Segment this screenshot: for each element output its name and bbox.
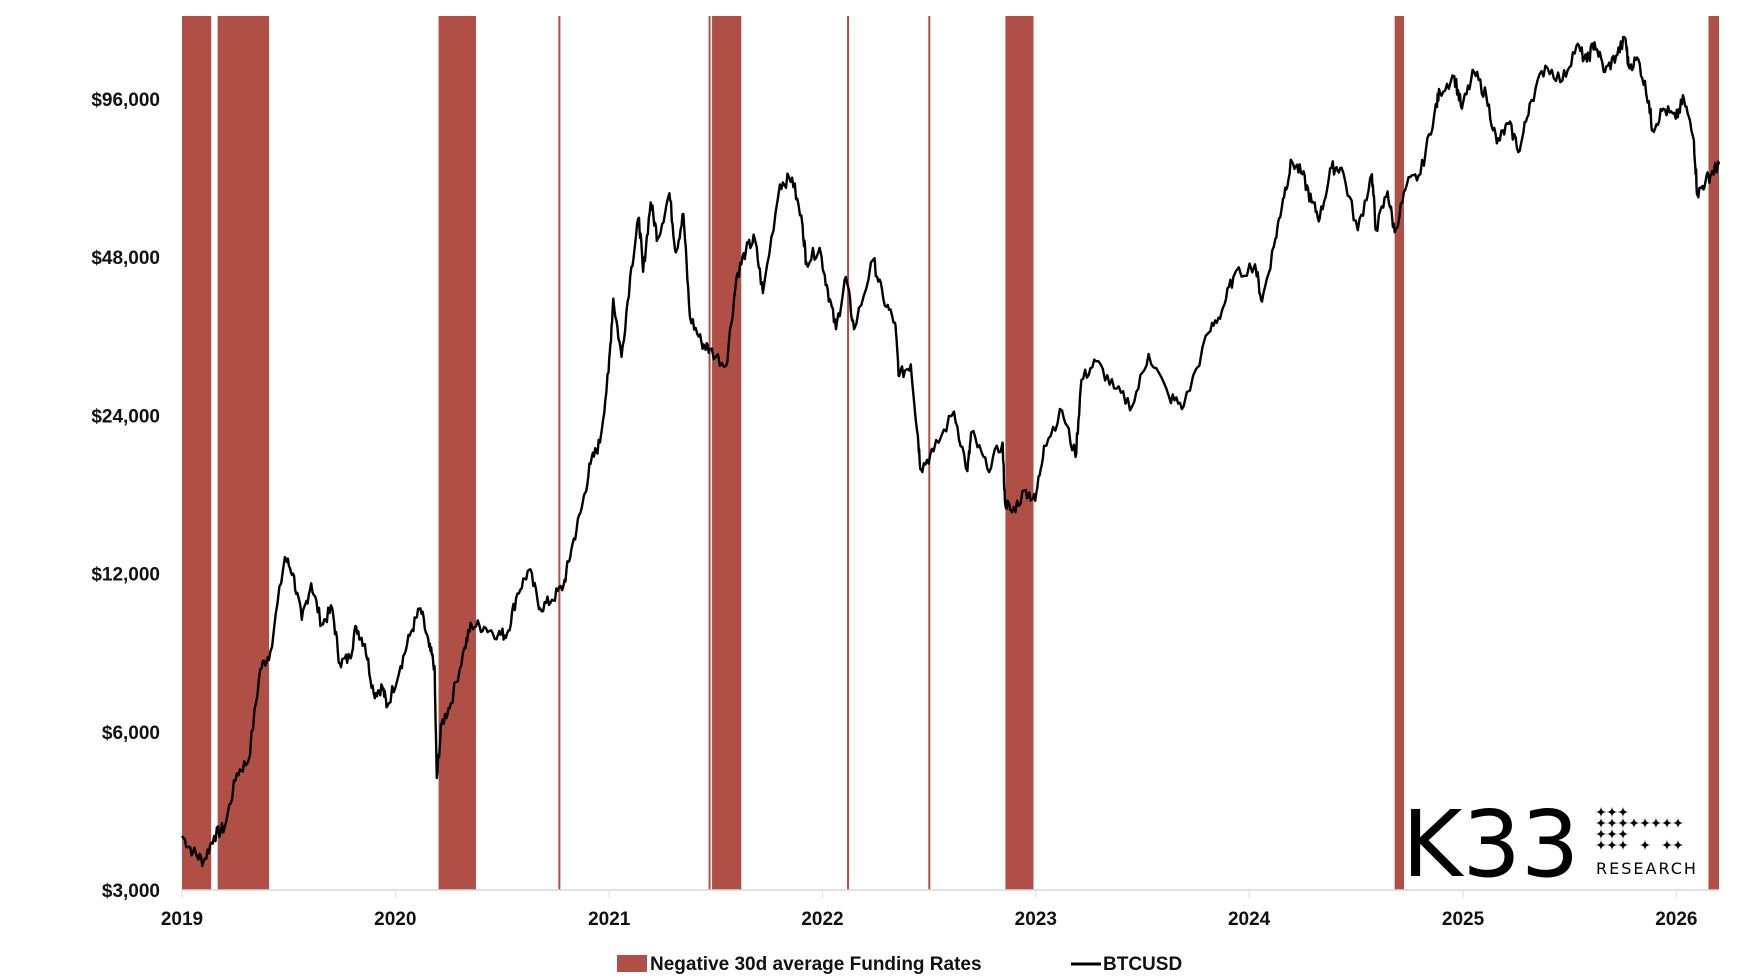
logo-star (1595, 828, 1607, 840)
logo-text: K33 (1402, 791, 1579, 898)
logo-star (1606, 828, 1618, 840)
logo-star (1617, 828, 1629, 840)
funding-bands (182, 16, 1719, 890)
band-8 (1005, 16, 1034, 890)
band-1 (217, 16, 270, 890)
logo-star (1595, 839, 1607, 851)
logo-star (1661, 839, 1673, 851)
logo-star (1639, 839, 1651, 851)
legend: Negative 30d average Funding Rates BTCUS… (617, 954, 1182, 975)
band-6 (847, 16, 850, 890)
y-tick-label: $3,000 (102, 881, 160, 902)
logo-star (1606, 839, 1618, 851)
band-10 (1708, 16, 1719, 890)
logo-star (1628, 817, 1640, 829)
band-0 (182, 16, 212, 890)
band-5 (712, 16, 742, 890)
y-tick-label: $12,000 (91, 565, 160, 586)
x-tick-label: 2023 (1015, 909, 1057, 930)
y-tick-label: $48,000 (91, 248, 160, 269)
legend-label-btcusd: BTCUSD (1103, 954, 1182, 975)
logo-star (1661, 817, 1673, 829)
logo-star (1606, 806, 1618, 818)
band-3 (558, 16, 561, 890)
band-2 (438, 16, 476, 890)
y-tick-label: $24,000 (91, 406, 160, 427)
y-tick-label: $6,000 (102, 723, 160, 744)
logo-star (1595, 817, 1607, 829)
logo-star (1617, 817, 1629, 829)
band-7 (928, 16, 931, 890)
band-4 (708, 16, 711, 890)
y-axis-ticks: $3,000 $6,000 $12,000 $24,000 $48,000 $96,000 (91, 90, 160, 902)
logo-subtext: RESEARCH (1596, 859, 1698, 878)
logo-star (1639, 817, 1651, 829)
logo-star-icon (1595, 806, 1684, 851)
y-tick-label: $96,000 (91, 90, 160, 111)
x-tick-label: 2021 (588, 909, 631, 930)
x-tick-label: 2020 (374, 909, 416, 930)
logo-star (1617, 806, 1629, 818)
legend-swatch-bands (617, 955, 647, 972)
x-tick-label: 2022 (801, 909, 843, 930)
logo-star (1606, 817, 1618, 829)
series-line-btcusd (181, 35, 1721, 868)
x-tick-label: 2025 (1442, 909, 1485, 930)
band-9 (1394, 16, 1405, 890)
x-tick-label: 2024 (1228, 909, 1271, 930)
x-tick-label: 2026 (1655, 909, 1697, 930)
x-tick-label: 2019 (161, 909, 203, 930)
k33-logo: K33 RESEARCH (1402, 791, 1698, 898)
logo-star (1650, 817, 1662, 829)
legend-label-bands: Negative 30d average Funding Rates (650, 954, 982, 975)
logo-star (1672, 817, 1684, 829)
logo-star (1672, 839, 1684, 851)
x-axis-ticks: 2019 2020 2021 2022 2023 2024 2025 2026 (161, 890, 1697, 930)
logo-star (1617, 839, 1629, 851)
logo-star (1595, 806, 1607, 818)
